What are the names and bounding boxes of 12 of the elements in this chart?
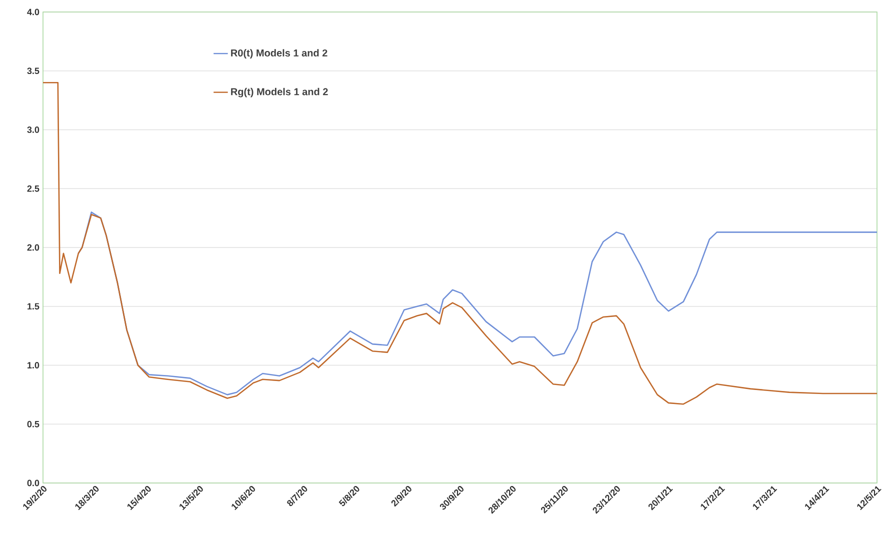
y-tick-label: 3.0 — [27, 126, 40, 133]
y-tick-label: 4.0 — [27, 8, 40, 16]
legend-label: R0(t) Models 1 and 2 — [231, 49, 328, 58]
y-tick-label: 0.5 — [27, 420, 40, 428]
line-series — [42, 82, 878, 405]
legend-label: Rg(t) Models 1 and 2 — [231, 88, 328, 98]
y-tick-label: 3.5 — [27, 68, 40, 74]
y-tick-label: 2.0 — [27, 244, 40, 251]
y-tick-label: 0.0 — [27, 480, 40, 486]
y-tick-label: 2.5 — [27, 185, 40, 192]
y-tick-label: 1.5 — [28, 303, 40, 310]
y-tick-label: 1.0 — [28, 362, 40, 368]
